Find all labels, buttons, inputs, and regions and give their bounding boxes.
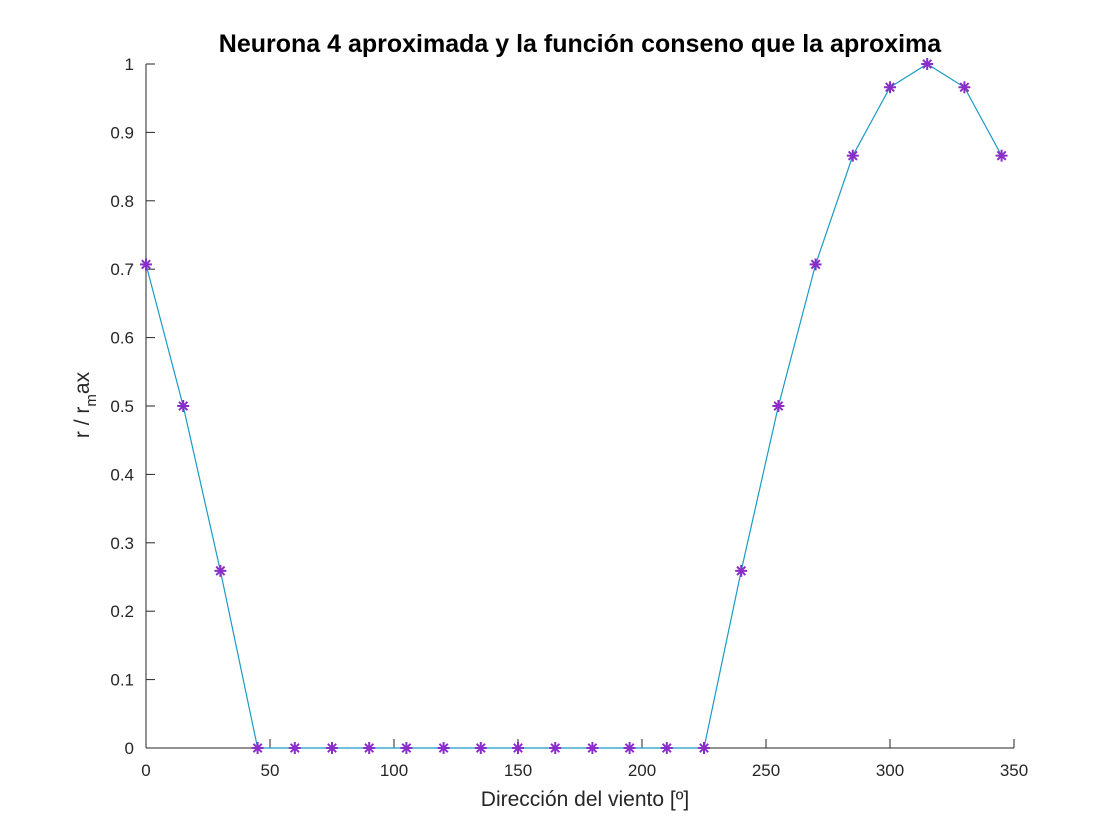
data-point-marker — [512, 742, 524, 754]
data-point-marker — [288, 742, 301, 754]
data-point-marker — [140, 258, 152, 271]
x-ticks: 0 50 100 150 200 250 300 350 — [141, 739, 1028, 780]
y-tick-label: 0.7 — [110, 260, 134, 279]
data-point-marker — [437, 742, 450, 754]
x-tick-label: 50 — [261, 761, 280, 780]
x-tick-label: 250 — [752, 761, 780, 780]
y-tick-label: 0.4 — [110, 465, 134, 484]
data-point-marker — [326, 742, 338, 754]
x-tick-label: 300 — [876, 761, 904, 780]
y-tick-label: 0.8 — [110, 192, 134, 211]
y-tick-label: 0.5 — [110, 397, 134, 416]
data-point-marker — [660, 742, 673, 754]
y-ticks: 0 0.1 0.2 0.3 0.4 0.5 0.6 0.7 0.8 0.9 1 — [110, 55, 155, 758]
y-axis-label: r / rmax — [71, 371, 100, 438]
x-axis-label: Dirección del viento [º] — [481, 788, 689, 811]
data-point-marker — [958, 81, 971, 94]
data-point-marker — [474, 742, 487, 754]
x-tick-label: 350 — [1000, 761, 1028, 780]
data-point-marker — [921, 58, 934, 70]
markers — [140, 58, 1008, 754]
data-point-marker — [846, 149, 859, 162]
data-point-marker — [884, 81, 896, 94]
chart-title: Neurona 4 aproximada y la función consen… — [219, 30, 943, 58]
y-tick-label: 0 — [125, 739, 134, 758]
y-axis-label-suffix: ax — [71, 371, 94, 394]
data-point-marker — [586, 742, 599, 754]
data-point-marker — [735, 564, 748, 577]
y-tick-label: 0.3 — [110, 534, 134, 553]
data-point-marker — [214, 564, 227, 577]
y-axis-label-subscript: m — [83, 394, 100, 407]
data-point-marker — [363, 742, 376, 754]
y-tick-label: 0.9 — [110, 123, 134, 142]
y-tick-label: 1 — [125, 55, 134, 74]
data-point-marker — [251, 742, 264, 754]
x-tick-label: 200 — [628, 761, 656, 780]
y-axis-label-base: r / r — [71, 407, 94, 439]
x-tick-label: 0 — [141, 761, 150, 780]
series-line — [145, 63, 1003, 749]
data-point-marker — [772, 400, 785, 412]
data-point-marker — [400, 742, 413, 754]
data-point-marker — [549, 742, 562, 754]
data-point-marker — [995, 149, 1008, 162]
data-point-marker — [177, 400, 190, 412]
y-tick-label: 0.1 — [110, 671, 134, 690]
data-point-marker — [809, 258, 822, 271]
data-point-marker — [698, 742, 710, 754]
y-tick-label: 0.6 — [110, 329, 134, 348]
x-tick-label: 150 — [504, 761, 532, 780]
x-tick-label: 100 — [380, 761, 408, 780]
y-tick-label: 0.2 — [110, 602, 134, 621]
data-point-marker — [623, 742, 636, 754]
